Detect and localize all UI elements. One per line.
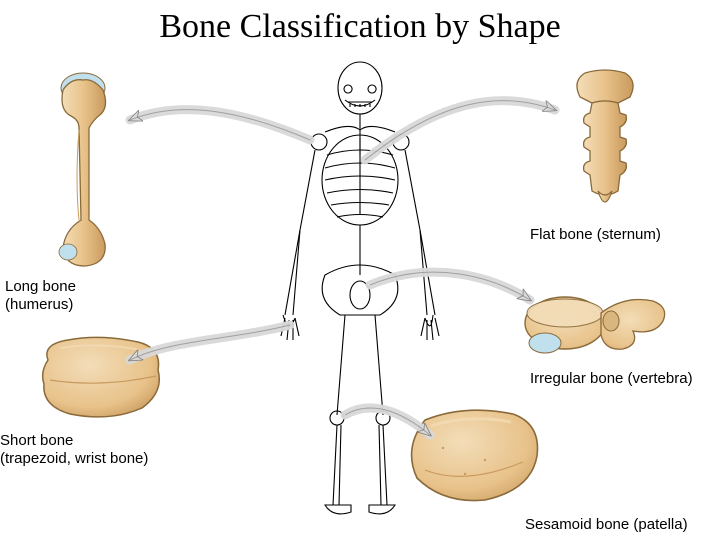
irregular-bone-illustration — [505, 265, 675, 365]
page-title: Bone Classification by Shape — [0, 8, 720, 46]
long-bone-illustration — [35, 70, 125, 270]
flat-bone-illustration — [540, 65, 670, 220]
label-flat-bone: Flat bone (sternum) — [530, 226, 661, 244]
label-sesamoid-bone: Sesamoid bone (patella) — [525, 516, 688, 534]
label-irregular-bone: Irregular bone (vertebra) — [530, 370, 693, 388]
label-short-bone: Short bone (trapezoid, wrist bone) — [0, 432, 148, 468]
sesamoid-bone-illustration — [395, 400, 550, 510]
short-bone-illustration — [30, 330, 170, 425]
label-long-bone: Long bone (humerus) — [5, 278, 76, 314]
